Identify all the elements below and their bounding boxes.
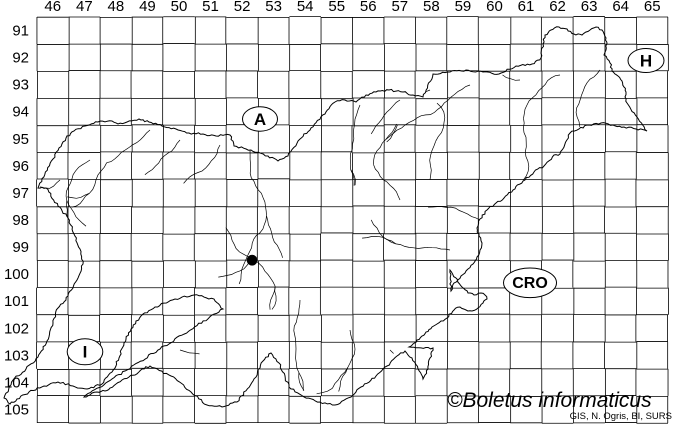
svg-text:65: 65 <box>644 0 661 15</box>
svg-text:94: 94 <box>12 104 29 121</box>
svg-text:57: 57 <box>391 0 408 15</box>
svg-text:56: 56 <box>360 0 377 15</box>
svg-text:96: 96 <box>12 158 29 175</box>
svg-text:101: 101 <box>4 293 29 310</box>
svg-text:100: 100 <box>4 266 29 283</box>
svg-text:97: 97 <box>12 185 29 202</box>
svg-text:92: 92 <box>12 50 29 67</box>
svg-text:105: 105 <box>4 402 29 419</box>
svg-text:61: 61 <box>518 0 535 15</box>
svg-text:63: 63 <box>581 0 598 15</box>
svg-text:58: 58 <box>423 0 440 15</box>
svg-text:62: 62 <box>549 0 566 15</box>
svg-text:GIS, N. Ogris, BI, SURS: GIS, N. Ogris, BI, SURS <box>570 411 672 422</box>
svg-text:49: 49 <box>139 0 156 15</box>
svg-text:102: 102 <box>4 320 29 337</box>
svg-text:59: 59 <box>455 0 472 15</box>
svg-text:50: 50 <box>171 0 188 15</box>
svg-text:91: 91 <box>12 23 29 40</box>
svg-text:99: 99 <box>12 239 29 256</box>
svg-text:95: 95 <box>12 131 29 148</box>
svg-text:A: A <box>254 110 266 129</box>
svg-text:53: 53 <box>265 0 282 15</box>
svg-text:103: 103 <box>4 347 29 364</box>
svg-text:©Boletus informaticus: ©Boletus informaticus <box>447 389 652 412</box>
svg-text:47: 47 <box>76 0 93 15</box>
svg-text:48: 48 <box>108 0 125 15</box>
svg-text:CRO: CRO <box>512 275 548 292</box>
svg-text:93: 93 <box>12 77 29 94</box>
svg-text:I: I <box>83 343 88 362</box>
svg-text:54: 54 <box>297 0 314 15</box>
svg-text:52: 52 <box>234 0 251 15</box>
svg-text:64: 64 <box>612 0 629 15</box>
svg-text:55: 55 <box>328 0 345 15</box>
svg-text:104: 104 <box>4 374 29 391</box>
svg-text:51: 51 <box>202 0 219 15</box>
svg-text:98: 98 <box>12 212 29 229</box>
svg-text:60: 60 <box>486 0 503 15</box>
svg-text:H: H <box>640 51 652 70</box>
svg-text:46: 46 <box>44 0 61 15</box>
